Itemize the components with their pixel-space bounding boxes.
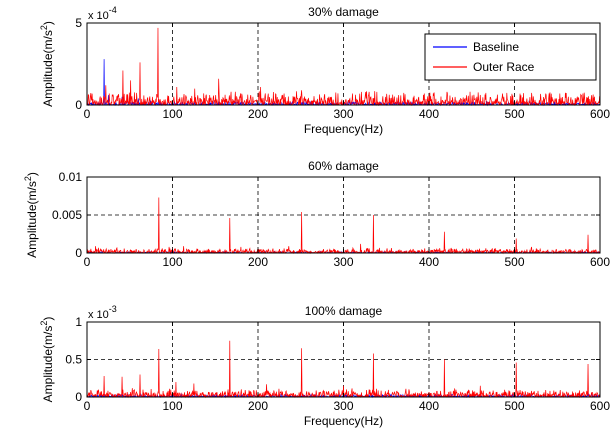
y-axis-label: Amplitude(m/s2): [39, 317, 55, 403]
legend-label: Outer Race: [473, 60, 535, 74]
x-tick-label: 400: [419, 107, 439, 121]
x-tick-label: 600: [590, 255, 610, 269]
y-tick-label: 0: [75, 390, 82, 404]
subplot-1: 30% damage 0 100 200 300 400 500 600 0 5 x 10-4 Amp…: [39, 5, 610, 136]
y-tick-label: 0.5: [65, 353, 82, 367]
y-tick-label: 5: [75, 16, 82, 30]
subplot-3: 100% damage 0 100 200 300 400 500 600 0 0.5 1 x 10-…: [39, 304, 610, 428]
subplot-title: 60% damage: [308, 159, 379, 173]
x-tick-label: 100: [162, 255, 182, 269]
x-tick-label: 300: [333, 255, 353, 269]
subplot-2: 60% damage 0 100 200 300 400 500 600 0 0.005 0.01 A…: [23, 159, 610, 269]
x-tick-label: 500: [504, 255, 524, 269]
y-exponent-label: x 10-3: [88, 304, 117, 321]
x-tick-label: 0: [84, 399, 91, 413]
x-tick-label: 100: [162, 399, 182, 413]
y-tick-label: 0.01: [59, 170, 83, 184]
y-tick-label: 0.005: [52, 208, 82, 222]
x-tick-label: 200: [248, 399, 268, 413]
legend: Baseline Outer Race: [424, 33, 597, 81]
y-tick-label: 0: [75, 246, 82, 260]
x-tick-label: 500: [504, 399, 524, 413]
y-tick-label: 1: [75, 315, 82, 329]
y-tick-label: 0: [75, 98, 82, 112]
x-tick-label: 0: [84, 255, 91, 269]
y-exponent-label: x 10-4: [88, 5, 117, 22]
x-tick-label: 0: [84, 107, 91, 121]
x-tick-label: 600: [590, 399, 610, 413]
y-axis-label: Amplitude(m/s2): [39, 21, 55, 107]
legend-label: Baseline: [473, 40, 519, 54]
y-axis-label: Amplitude(m/s2): [23, 172, 39, 258]
x-tick-label: 300: [333, 107, 353, 121]
x-tick-label: 400: [419, 399, 439, 413]
x-tick-label: 100: [162, 107, 182, 121]
x-tick-label: 400: [419, 255, 439, 269]
x-tick-label: 300: [333, 399, 353, 413]
x-axis-label: Frequency(Hz): [304, 122, 383, 136]
x-tick-label: 600: [590, 107, 610, 121]
x-axis-label: Frequency(Hz): [304, 414, 383, 428]
x-tick-label: 500: [504, 107, 524, 121]
x-tick-label: 200: [248, 255, 268, 269]
subplot-title: 30% damage: [308, 5, 379, 19]
subplot-title: 100% damage: [305, 304, 383, 318]
legend-box: [424, 33, 597, 81]
x-tick-label: 200: [248, 107, 268, 121]
